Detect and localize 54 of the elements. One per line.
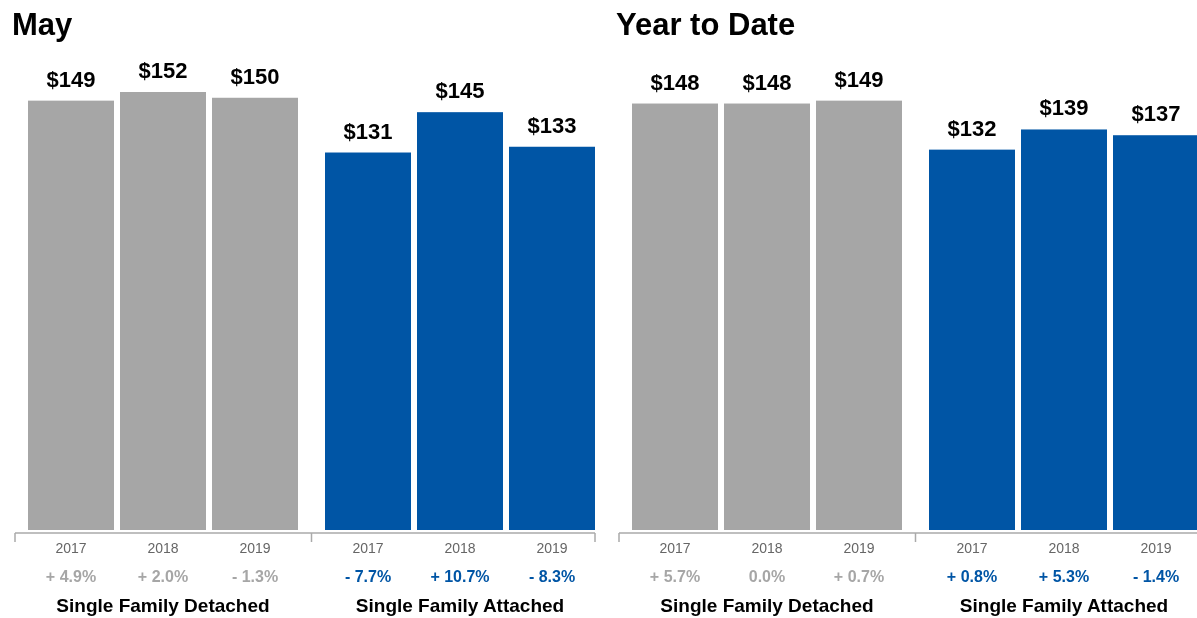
bar — [28, 100, 114, 530]
text: 0.0% — [748, 568, 786, 585]
data-label: $131 — [343, 118, 393, 144]
x-tick-label: 2019 — [1140, 540, 1172, 556]
text: - 7.7% — [344, 568, 392, 585]
bar — [1113, 135, 1197, 530]
data-label: $149 — [834, 66, 884, 92]
data-label: $152 — [138, 58, 188, 83]
data-label: $139 — [1039, 95, 1089, 121]
bar — [509, 146, 595, 530]
bar — [325, 152, 411, 530]
data-label: $150 — [230, 63, 280, 89]
text: Single Family Attached — [959, 595, 1169, 616]
bar — [816, 100, 902, 530]
bar — [929, 149, 1015, 530]
bar — [212, 97, 298, 530]
chart-title: May — [12, 7, 74, 42]
x-tick-label: 2017 — [659, 540, 691, 556]
text: + 4.9% — [45, 568, 97, 585]
data-label: $132 — [947, 115, 997, 141]
x-tick-label: 2017 — [55, 540, 87, 556]
text: + 10.7% — [430, 568, 490, 585]
text: + 0.7% — [833, 568, 885, 585]
x-tick-label: 2018 — [1048, 540, 1080, 556]
x-tick-label: 2018 — [444, 540, 476, 556]
x-tick-label: 2017 — [352, 540, 384, 556]
bar — [724, 103, 810, 530]
x-tick-label: 2018 — [751, 540, 783, 556]
text: Single Family Detached — [660, 595, 874, 616]
text: Single Family Attached — [355, 595, 565, 616]
text: + 0.8% — [946, 568, 998, 585]
text: - 1.4% — [1132, 568, 1180, 585]
x-tick-label: 2019 — [239, 540, 271, 556]
text: Single Family Detached — [56, 595, 270, 616]
text: + 5.3% — [1038, 568, 1090, 585]
bar — [632, 103, 718, 530]
data-label: $149 — [46, 66, 96, 92]
data-label: $148 — [742, 69, 792, 95]
x-tick-label: 2019 — [843, 540, 875, 556]
data-label: $137 — [1131, 101, 1181, 127]
data-label: $148 — [650, 69, 700, 95]
text: + 2.0% — [137, 568, 189, 585]
text: - 8.3% — [528, 568, 576, 585]
text: + 5.7% — [649, 568, 701, 585]
data-label: $145 — [435, 78, 485, 104]
x-tick-label: 2019 — [536, 540, 568, 556]
data-label: $133 — [527, 112, 577, 138]
bar — [417, 112, 503, 530]
bar — [120, 92, 206, 530]
x-tick-label: 2017 — [956, 540, 988, 556]
bar — [1021, 129, 1107, 530]
x-tick-label: 2018 — [147, 540, 179, 556]
chart-title: Year to Date — [616, 7, 796, 42]
text: - 1.3% — [231, 568, 279, 585]
